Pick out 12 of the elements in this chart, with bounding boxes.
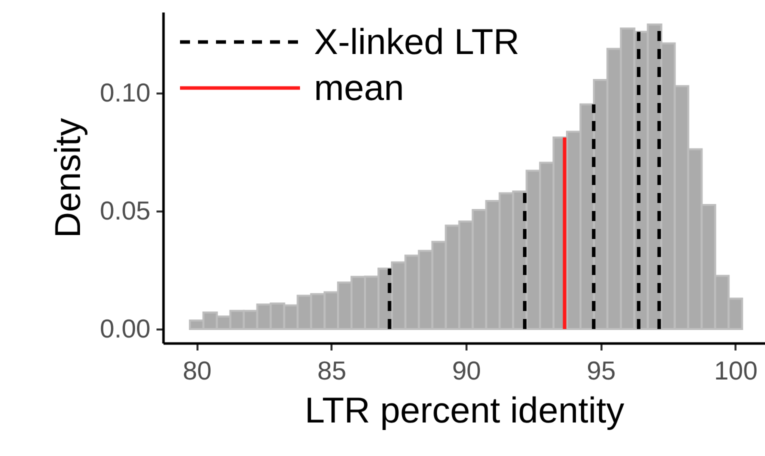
y-tick-label: 0.10	[100, 77, 150, 108]
y-tick-label: 0.05	[100, 195, 150, 226]
x-tick-label: 100	[714, 356, 758, 386]
x-tick-label: 90	[452, 356, 481, 386]
y-tick-label: 0.00	[100, 314, 150, 344]
x-tick-label: 85	[317, 356, 346, 386]
x-axis-title: LTR percent identity	[304, 390, 624, 430]
y-axis-title: Density	[46, 118, 88, 238]
legend-label: mean	[314, 67, 404, 108]
x-tick-label: 95	[586, 356, 616, 386]
x-tick-label: 80	[182, 356, 212, 386]
ref-line-label: X-linked LTR	[314, 21, 520, 62]
